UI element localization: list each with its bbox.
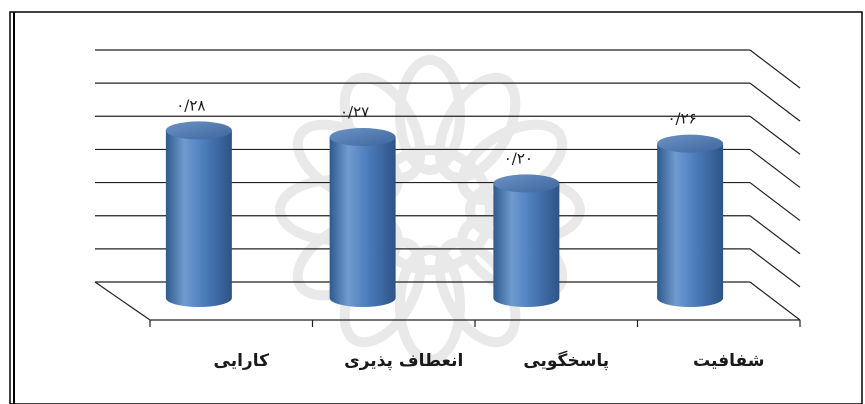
gridline-side [749, 148, 801, 188]
bars [165, 121, 724, 307]
bar-top [329, 128, 396, 147]
bar-body [329, 137, 396, 307]
data-label: ۰/۲۷ [340, 103, 369, 121]
data-label: ۰/۲۸ [176, 96, 205, 114]
data-label: ۰/۲۶ [668, 110, 697, 128]
bar-body [165, 130, 232, 307]
bar-top [165, 121, 232, 140]
bar [165, 121, 232, 307]
bar [657, 134, 724, 307]
x-tick-label: شفافیت [693, 351, 764, 371]
gridline-side [749, 49, 801, 89]
bar-body [657, 143, 724, 307]
data-label: ۰/۲۰ [504, 149, 533, 167]
x-tick-label: پاسخگویی [523, 350, 609, 371]
bar [329, 128, 396, 307]
bar-top [657, 134, 724, 153]
bar-top [493, 174, 560, 193]
bar [493, 174, 560, 307]
bar-body [493, 183, 560, 307]
x-tick-label: کارایی [214, 351, 270, 371]
gridline-side [749, 115, 801, 155]
gridline-side [749, 281, 801, 321]
gridline-side [749, 248, 801, 288]
gridline-side [749, 182, 801, 222]
gridline-side [749, 215, 801, 255]
gridline-side [749, 82, 801, 122]
labels: ۰/۲۶ شفافیت ۰/۲۰ پاسخگویی ۰/۲۷ انعطاف پذیری ۰/… [176, 96, 764, 371]
x-tick-label: انعطاف پذیری [344, 351, 463, 371]
